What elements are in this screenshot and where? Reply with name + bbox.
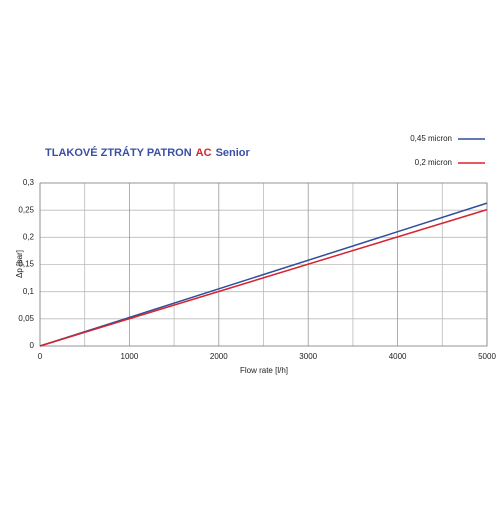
y-tick-label: 0,3: [23, 178, 35, 187]
chart-title: TLAKOVÉ ZTRÁTY PATRON AC Senior: [45, 146, 251, 159]
legend-label: 0,2 micron: [415, 158, 452, 167]
x-tick-label: 2000: [210, 352, 228, 361]
title-part: AC: [196, 147, 212, 159]
x-tick-label: 0: [38, 352, 43, 361]
y-tick-label: 0,2: [23, 232, 35, 241]
y-tick-label: 0,1: [23, 287, 35, 296]
x-tick-label: 5000: [478, 352, 496, 361]
title-part: TLAKOVÉ ZTRÁTY PATRON: [45, 146, 192, 159]
y-tick-label: 0,15: [18, 260, 34, 269]
y-tick-label: 0: [30, 341, 35, 350]
y-axis-label: Δp [bar]: [15, 250, 24, 278]
x-axis-label: Flow rate [l/h]: [240, 366, 288, 375]
line-series: [39, 208, 488, 347]
line-series: [39, 202, 488, 347]
x-tick-label: 4000: [389, 352, 407, 361]
x-tick-label: 1000: [121, 352, 139, 361]
legend-label: 0,45 micron: [410, 134, 452, 143]
x-tick-label: 3000: [299, 352, 317, 361]
y-tick-label: 0,05: [18, 314, 34, 323]
title-part: Senior: [216, 147, 251, 159]
y-tick-label: 0,25: [18, 205, 34, 214]
plot-frame: [39, 182, 488, 347]
